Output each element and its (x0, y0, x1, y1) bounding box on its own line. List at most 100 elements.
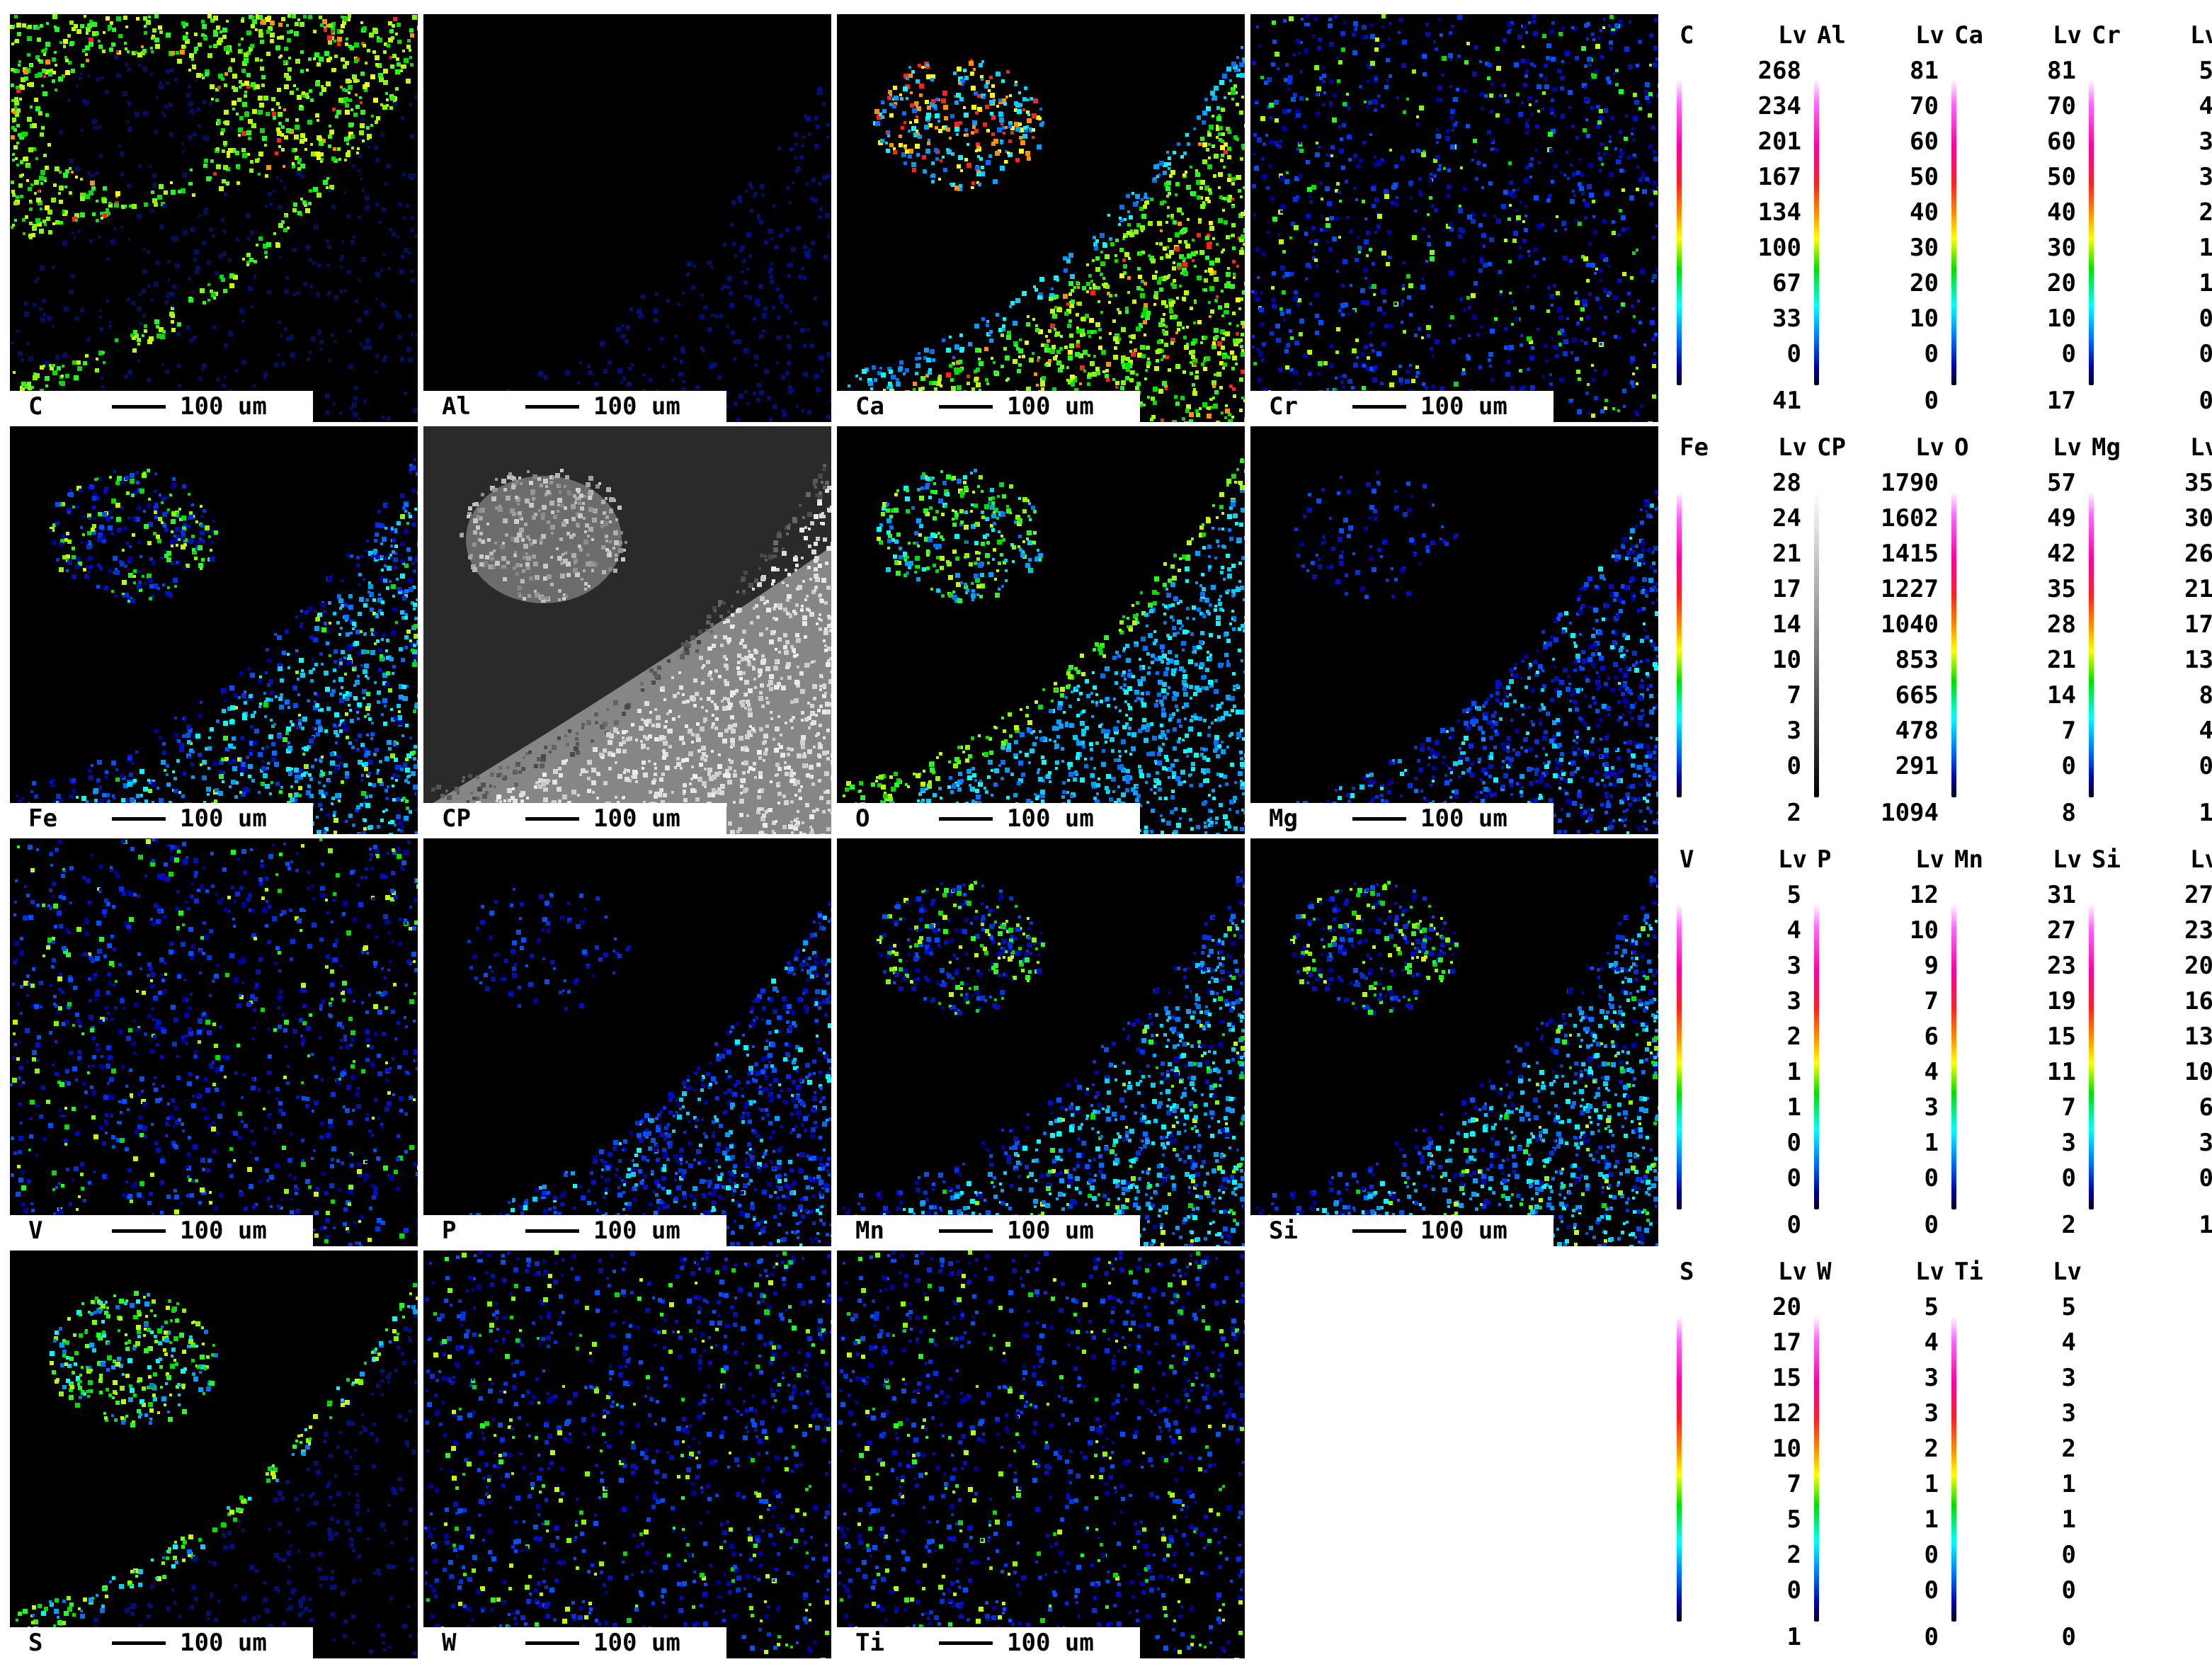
legend-level-value: 13 (2184, 1023, 2212, 1051)
legend-level-header: Lv (1778, 845, 1807, 874)
legend-color-bar (1814, 1316, 1819, 1622)
legend-level-value: 0 (2199, 1164, 2212, 1192)
scale-bar-label: 100 um (1007, 1217, 1094, 1245)
legend-p: P Lv 12 10 9 7 6 4 3 1 0 0 (1808, 836, 1944, 1239)
legend-element-label: CP (1817, 433, 1846, 462)
legend-color-bar (1951, 1316, 1956, 1622)
legend-level-value: 40 (2047, 198, 2076, 227)
legend-element-label: Ca (1954, 21, 1983, 50)
map-caption-s: S 100 um (10, 1627, 313, 1658)
legend-average-value: 1 (2199, 799, 2212, 827)
map-element-label: Si (1269, 1217, 1298, 1245)
legend-element-label: V (1680, 845, 1694, 874)
map-panel-p: P 100 um (423, 838, 831, 1246)
legend-c: C Lv 268 234 201 167 134 100 67 33 0 41 (1671, 11, 1807, 415)
legend-level-value: 201 (1757, 127, 1801, 156)
legend-header: Al Lv (1817, 21, 1944, 52)
legend-level-value: 3 (1924, 1399, 1939, 1428)
legend-level-value: 19 (2047, 987, 2076, 1015)
legend-level-value: 21 (1772, 540, 1801, 568)
map-image-ca (837, 14, 1245, 422)
legend-color-bar (2089, 904, 2094, 1209)
map-element-label: Mg (1269, 804, 1298, 833)
legend-level-value: 0 (2061, 1576, 2076, 1605)
map-element-label: V (28, 1217, 43, 1245)
map-element-label: C (28, 392, 43, 421)
legend-level-value: 3 (1786, 952, 1801, 980)
scale-bar-label: 100 um (1007, 1629, 1094, 1657)
legend-level-value: 35 (2047, 575, 2076, 603)
legend-level-value: 4 (2061, 1328, 2076, 1357)
legend-level-value: 665 (1895, 681, 1939, 710)
legend-element-label: Mn (1954, 845, 1983, 874)
legend-level-header: Lv (1915, 1258, 1944, 1286)
legend-level-value: 40 (1910, 198, 1939, 227)
scale-bar-label: 100 um (180, 392, 267, 421)
legend-color-bar (2089, 79, 2094, 385)
legend-level-value: 3 (1924, 1364, 1939, 1392)
scale-bar-label: 100 um (180, 804, 267, 833)
legend-level-value: 3 (2199, 163, 2212, 191)
legend-level-value: 2 (2199, 198, 2212, 227)
legend-color-bar (1951, 491, 1956, 797)
legend-level-value: 12 (1772, 1399, 1801, 1428)
map-image-fe (10, 426, 418, 834)
legend-level-value: 478 (1895, 717, 1939, 745)
scale-bar-label: 100 um (1007, 392, 1094, 421)
map-panel-mg: Mg 100 um (1250, 426, 1658, 834)
map-image-v (10, 838, 418, 1246)
legend-level-value: 6 (2199, 1093, 2212, 1122)
legend-level-value: 0 (1786, 752, 1801, 780)
map-caption-v: V 100 um (10, 1215, 313, 1246)
scale-bar (939, 1641, 993, 1645)
map-caption-o: O 100 um (837, 803, 1140, 834)
legend-level-header: Lv (1915, 845, 1944, 874)
legend-level-header: Lv (2053, 1258, 2082, 1286)
legend-level-value: 15 (1772, 1364, 1801, 1392)
legend-element-label: Fe (1680, 433, 1709, 462)
legend-average-value: 41 (1772, 387, 1801, 415)
map-image-ti (837, 1251, 1245, 1658)
scale-bar (112, 405, 166, 409)
legend-level-value: 1 (2061, 1470, 2076, 1498)
legend-level-value: 8 (2199, 681, 2212, 710)
legend-element-label: W (1817, 1258, 1832, 1286)
map-panel-v: V 100 um (10, 838, 418, 1246)
legend-level-value: 5 (2199, 57, 2212, 85)
legend-level-value: 13 (2184, 646, 2212, 674)
legend-level-value: 4 (2199, 717, 2212, 745)
legend-header: Cr Lv (2092, 21, 2212, 52)
legend-level-value: 167 (1757, 163, 1801, 191)
map-panel-w: W 100 um (423, 1251, 831, 1658)
legend-level-value: 3 (2199, 127, 2212, 156)
legend-color-bar (1677, 1316, 1682, 1622)
legend-level-value: 31 (2047, 881, 2076, 909)
legend-mn: Mn Lv 31 27 23 19 15 11 7 3 0 2 (1946, 836, 2082, 1239)
legend-level-value: 21 (2047, 646, 2076, 674)
legend-level-value: 26 (2184, 540, 2212, 568)
legend-level-value: 1 (2199, 269, 2212, 297)
map-caption-ca: Ca 100 um (837, 391, 1140, 422)
map-image-cr (1250, 14, 1658, 422)
legend-level-value: 9 (1924, 952, 1939, 980)
legend-level-value: 100 (1757, 234, 1801, 262)
legend-element-label: O (1954, 433, 1969, 462)
legend-level-value: 1 (1924, 1505, 1939, 1534)
legend-level-header: Lv (1778, 21, 1807, 50)
legend-level-value: 17 (1772, 575, 1801, 603)
legend-level-value: 14 (2047, 681, 2076, 710)
legend-average-value: 0 (2199, 387, 2212, 415)
legend-level-value: 23 (2184, 916, 2212, 945)
map-panel-fe: Fe 100 um (10, 426, 418, 834)
map-caption-si: Si 100 um (1250, 1215, 1553, 1246)
legend-o: O Lv 57 49 42 35 28 21 14 7 0 8 (1946, 423, 2082, 827)
map-caption-cp: CP 100 um (423, 803, 726, 834)
map-element-label: W (442, 1629, 457, 1657)
legend-level-value: 70 (2047, 92, 2076, 120)
legend-level-value: 50 (1910, 163, 1939, 191)
legend-level-value: 10 (1910, 304, 1939, 333)
legend-color-bar (1677, 904, 1682, 1209)
legend-level-value: 28 (2047, 610, 2076, 639)
legend-average-value: 1 (1786, 1623, 1801, 1651)
legend-level-value: 10 (1772, 646, 1801, 674)
